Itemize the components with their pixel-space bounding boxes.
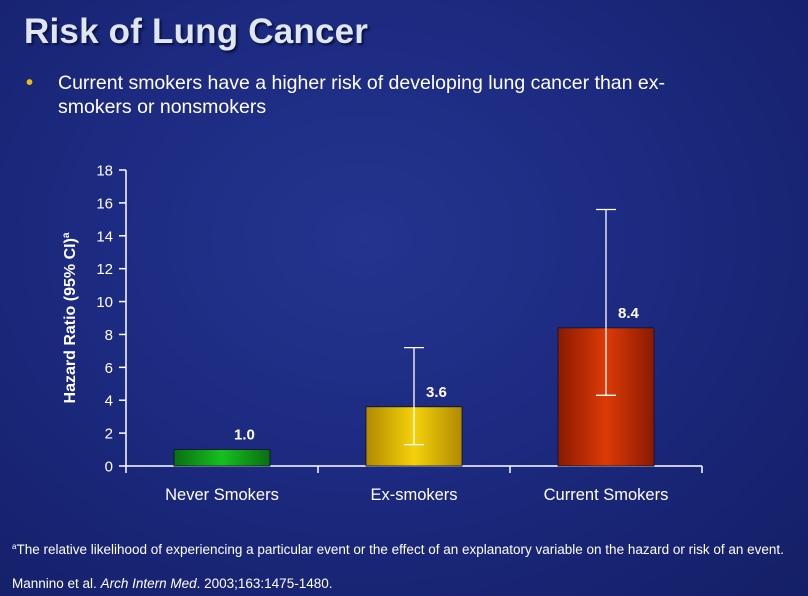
footnote-marker: a (12, 542, 17, 551)
footnote: aThe relative likelihood of experiencing… (12, 538, 797, 559)
citation: Mannino et al. Arch Intern Med. 2003;163… (12, 576, 332, 591)
chart-labels: 1.0 Never Smokers 3.6 Ex-smokers 8.4 Current … (165, 305, 668, 504)
y-tick-label: 14 (96, 228, 113, 245)
bullet-line-1: Current smokers have a higher risk of de… (58, 72, 665, 94)
chart-error-bars (404, 208, 616, 446)
y-tick-label: 18 (96, 163, 113, 180)
bar-value-label: 3.6 (426, 384, 447, 401)
y-tick-label: 0 (105, 459, 113, 476)
y-axis-title: Hazard Ratio (95% CI)a (61, 232, 79, 403)
y-tick-label: 4 (105, 393, 113, 410)
y-tick-label: 2 (105, 426, 113, 443)
chart-bars (173, 327, 655, 467)
y-tick-label: 10 (96, 294, 113, 311)
citation-authors: Mannino et al. (12, 576, 101, 591)
y-tick-label: 6 (105, 360, 113, 377)
y-axis-label-superscript: a (61, 232, 72, 238)
error-bar (596, 208, 616, 396)
slide-title: Risk of Lung Cancer (24, 12, 369, 51)
y-axis-label: Hazard Ratio (95% CI)a (61, 232, 79, 403)
bullet-icon: • (26, 72, 34, 94)
x-category-label: Ex-smokers (370, 486, 457, 504)
y-tick-label: 12 (96, 261, 113, 278)
y-tick-label: 8 (105, 327, 113, 344)
error-bar (404, 346, 424, 446)
bullet-text: Current smokers have a higher risk of de… (58, 71, 778, 119)
hazard-ratio-bar-chart: Hazard Ratio (95% CI)a 0 2 4 6 8 10 12 14 16 18 1… (61, 163, 703, 504)
x-category-label: Current Smokers (544, 486, 669, 504)
bar-value-label: 8.4 (618, 305, 640, 322)
citation-journal: Arch Intern Med (100, 576, 197, 591)
bar-value-label: 1.0 (234, 427, 255, 444)
bar-never-smokers (173, 449, 271, 467)
bullet-line-2: smokers or nonsmokers (58, 96, 267, 118)
y-tick-label: 16 (96, 195, 113, 212)
citation-details: . 2003;163:1475-1480. (196, 576, 333, 591)
footnote-text: The relative likelihood of experiencing … (16, 542, 784, 557)
x-category-label: Never Smokers (165, 486, 279, 504)
